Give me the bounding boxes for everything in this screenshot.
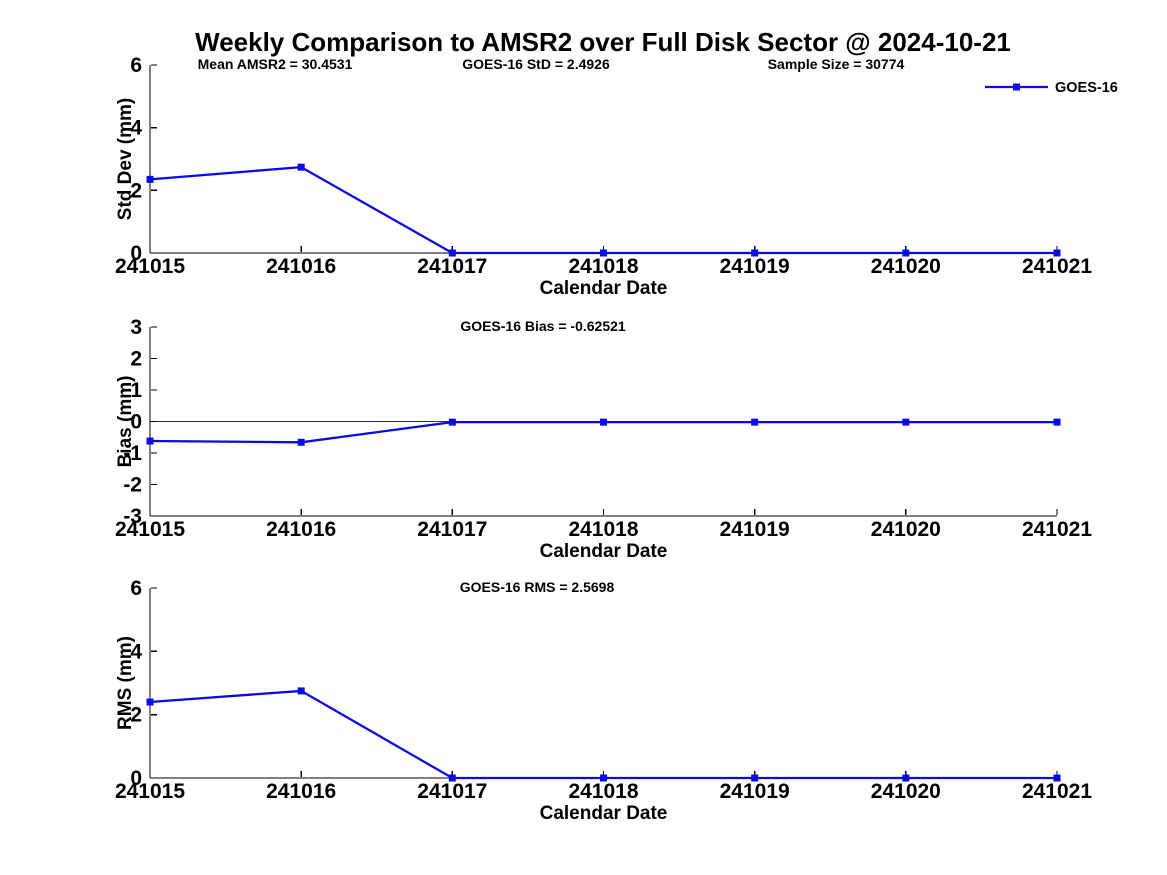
x-tick-label: 241015 (115, 780, 185, 803)
data-point-marker (600, 774, 607, 782)
figure-title: Weekly Comparison to AMSR2 over Full Dis… (195, 27, 1011, 57)
data-point-marker (448, 249, 456, 257)
data-line (149, 689, 1057, 780)
y-tick-label: 6 (130, 54, 142, 77)
x-axis-label: Calendar Date (540, 803, 668, 824)
x-tick-label: 241019 (720, 518, 790, 541)
y-tick-label: 2 (130, 704, 142, 727)
x-tick-label: 241015 (115, 255, 185, 278)
subplot-rms-mm: 0 2 4 6 241015 241016 241017 241018 241019 241020… (115, 577, 1092, 824)
y-tick-label: 2 (130, 179, 142, 202)
subplot-bias-mm: -3 -2 -1 0 1 2 3 241015 241016 241017 241018 241019… (115, 316, 1092, 562)
x-axis-label: Calendar Date (540, 541, 668, 562)
x-tick-label: 241015 (115, 518, 185, 541)
x-tick-label: 241017 (417, 780, 487, 803)
data-point-marker (146, 437, 154, 445)
y-tick-label: 3 (130, 316, 142, 339)
data-point-marker (902, 249, 910, 257)
x-tick-label: 241021 (1022, 518, 1092, 541)
y-tick-label: -3 (123, 505, 142, 528)
y-tick-label: 0 (130, 767, 142, 790)
data-point-marker (146, 175, 154, 183)
x-tick-label: 241018 (568, 255, 638, 278)
x-tick-label: 241021 (1022, 255, 1092, 278)
data-point-marker (751, 249, 759, 257)
data-point-marker (297, 163, 305, 171)
y-tick-label: -1 (123, 442, 142, 465)
stat-annotation: GOES-16 RMS = 2.5698 (460, 579, 615, 595)
data-point-marker (1053, 249, 1061, 257)
data-point-marker (1053, 774, 1061, 782)
x-tick-label: 241019 (720, 780, 790, 803)
data-point-marker (600, 249, 607, 257)
x-tick-label: 241017 (417, 255, 487, 278)
data-point-marker (1053, 418, 1061, 426)
data-point-marker (751, 418, 759, 426)
data-point-marker (297, 687, 305, 695)
y-tick-label: 1 (130, 379, 142, 402)
legend-label: GOES-16 (1055, 80, 1118, 96)
data-point-marker (902, 774, 910, 782)
stat-annotation: Mean AMSR2 = 30.4531 (198, 56, 353, 72)
y-axis-label: RMS (mm) (115, 636, 136, 730)
data-point-marker (146, 698, 154, 706)
x-tick-label: 241021 (1022, 780, 1092, 803)
data-point-marker (902, 418, 910, 426)
y-tick-label: 2 (130, 348, 142, 371)
x-axis-label: Calendar Date (540, 278, 668, 299)
data-point-marker (448, 774, 456, 782)
x-tick-label: 241020 (871, 780, 941, 803)
x-tick-label: 241018 (568, 780, 638, 803)
data-point-marker (751, 774, 759, 782)
stat-annotation: GOES-16 Bias = -0.62521 (460, 318, 626, 334)
x-tick-label: 241016 (266, 780, 336, 803)
y-tick-label: -2 (123, 474, 142, 497)
y-tick-label: 6 (130, 577, 142, 600)
x-tick-label: 241020 (871, 255, 941, 278)
y-axis-label: Std Dev (mm) (115, 98, 136, 220)
y-tick-label: 4 (130, 117, 142, 140)
x-tick-label: 241017 (417, 518, 487, 541)
stat-annotation: Sample Size = 30774 (768, 56, 905, 72)
y-axis-label: Bias (mm) (115, 376, 136, 468)
x-tick-label: 241016 (266, 255, 336, 278)
x-tick-label: 241020 (871, 518, 941, 541)
data-line (149, 165, 1057, 255)
legend-marker-sample (1013, 83, 1020, 91)
data-point-marker (297, 438, 305, 446)
subplot-std-dev-mm: 0 2 4 6 241015 241016 241017 241018 241019 241020… (115, 54, 1118, 299)
data-point-marker (448, 418, 456, 426)
stat-annotation: GOES-16 StD = 2.4926 (462, 56, 610, 72)
x-tick-label: 241018 (568, 518, 638, 541)
legend: GOES-16 (985, 80, 1118, 96)
y-tick-label: 0 (130, 411, 142, 434)
x-tick-label: 241016 (266, 518, 336, 541)
y-tick-label: 4 (130, 640, 142, 663)
y-tick-label: 0 (130, 242, 142, 265)
data-point-marker (600, 418, 607, 426)
x-tick-label: 241019 (720, 255, 790, 278)
